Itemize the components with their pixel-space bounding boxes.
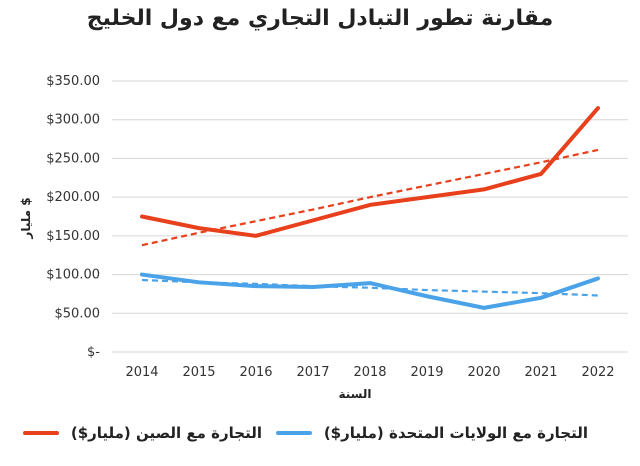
x-tick-label: 2015: [182, 365, 215, 380]
series-line-usa: [140, 272, 600, 310]
series-line-china: [140, 106, 600, 238]
y-tick-label: $250.00: [46, 151, 100, 166]
x-axis-ticks: 2014 2015 2016 2017 2018 2019 2020 2021 2022: [125, 365, 614, 380]
x-axis-title: السنة: [338, 387, 371, 401]
y-tick-label: $350.00: [46, 74, 100, 89]
y-tick-label: $50.00: [55, 306, 101, 321]
x-tick-label: 2021: [524, 365, 557, 380]
y-tick-label: $200.00: [46, 190, 100, 205]
y-tick-label: $-: [87, 345, 100, 360]
y-tick-label: $300.00: [46, 113, 100, 128]
x-tick-label: 2017: [296, 365, 329, 380]
x-tick-label: 2016: [239, 365, 272, 380]
y-axis-ticks: $- $50.00 $100.00 $150.00 $200.00 $250.00 $300…: [46, 74, 100, 360]
legend-label-china: التجارة مع الصين (مليار$): [70, 424, 262, 442]
gridlines: [112, 80, 628, 353]
chart-title: مقارنة تطور التبادل التجاري مع دول الخلي…: [86, 6, 554, 31]
x-tick-label: 2020: [467, 365, 500, 380]
legend-label-usa: التجارة مع الولايات المتحدة (مليار$): [323, 424, 588, 442]
x-tick-label: 2022: [581, 365, 614, 380]
legend: التجارة مع الصين (مليار$) التجارة مع الو…: [0, 424, 640, 454]
y-tick-label: $100.00: [46, 268, 100, 283]
trendline-china: [141, 148, 599, 247]
x-tick-label: 2014: [125, 365, 158, 380]
legend-item-china: التجارة مع الصين (مليار$): [22, 424, 262, 442]
y-tick-label: $150.00: [46, 229, 100, 244]
y-axis-title: مليار $: [19, 197, 33, 239]
trendline-usa: [141, 278, 599, 297]
x-tick-label: 2019: [410, 365, 443, 380]
legend-item-usa: التجارة مع الولايات المتحدة (مليار$): [275, 424, 588, 442]
x-tick-label: 2018: [353, 365, 386, 380]
legend-swatch-usa: [275, 431, 312, 435]
legend-swatch-china: [22, 431, 59, 435]
series-lines: [140, 106, 600, 310]
